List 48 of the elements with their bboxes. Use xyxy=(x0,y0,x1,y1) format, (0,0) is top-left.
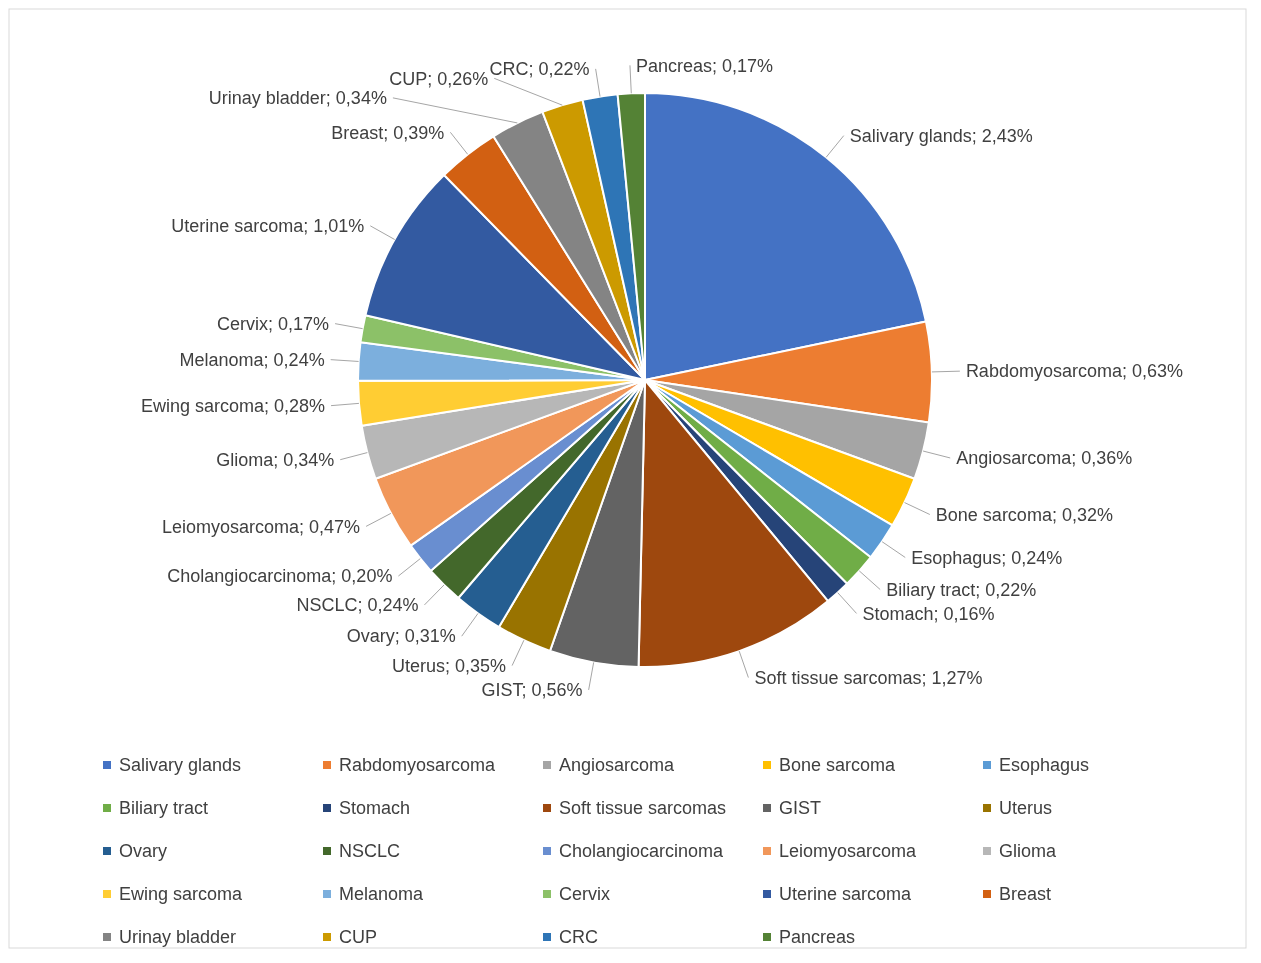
data-label: Cholangiocarcinoma; 0,20% xyxy=(167,566,393,587)
data-label: Biliary tract; 0,22% xyxy=(886,579,1037,600)
legend-label: CRC xyxy=(559,927,598,948)
legend-label: Stomach xyxy=(339,798,411,819)
legend-label: Cholangiocarcinoma xyxy=(559,841,725,862)
legend-label: Glioma xyxy=(999,841,1057,862)
legend-label: Uterine sarcoma xyxy=(779,884,913,905)
data-label: Angiosarcoma; 0,36% xyxy=(956,448,1133,469)
data-label: CUP; 0,26% xyxy=(389,68,489,89)
legend-label: Biliary tract xyxy=(119,798,209,819)
data-label: Ewing sarcoma; 0,28% xyxy=(140,395,326,416)
legend-label: Soft tissue sarcomas xyxy=(559,798,727,819)
legend-label: Melanoma xyxy=(339,884,425,905)
data-label: Glioma; 0,34% xyxy=(216,449,335,470)
legend-label: Leiomyosarcoma xyxy=(779,841,918,862)
data-label: Cervix; 0,17% xyxy=(217,313,330,334)
data-label: Bone sarcoma; 0,32% xyxy=(935,504,1113,525)
data-label: Salivary glands; 2,43% xyxy=(849,125,1033,146)
data-label: Pancreas; 0,17% xyxy=(635,55,774,76)
legend-label: Esophagus xyxy=(999,755,1090,776)
legend-label: NSCLC xyxy=(339,841,401,862)
legend-label: Ewing sarcoma xyxy=(119,884,244,905)
data-label: Rabdomyosarcoma; 0,63% xyxy=(965,361,1183,382)
data-label: Leiomyosarcoma; 0,47% xyxy=(161,516,361,537)
legend-label: Uterus xyxy=(999,798,1053,819)
data-label: NSCLC; 0,24% xyxy=(296,595,419,616)
data-label: Esophagus; 0,24% xyxy=(911,547,1063,568)
legend-label: Bone sarcoma xyxy=(779,755,897,776)
data-label: Uterine sarcoma; 1,01% xyxy=(171,216,365,237)
legend-label: Pancreas xyxy=(779,927,856,948)
legend-label: Ovary xyxy=(119,841,168,862)
data-label: Soft tissue sarcomas; 1,27% xyxy=(754,667,983,688)
data-label: Urinay bladder; 0,34% xyxy=(208,88,387,109)
legend-label: Urinay bladder xyxy=(119,927,237,948)
legend-label: Angiosarcoma xyxy=(559,755,676,776)
data-label: Breast; 0,39% xyxy=(331,122,445,143)
data-label: Melanoma; 0,24% xyxy=(179,349,325,370)
legend-label: Cervix xyxy=(559,884,611,905)
data-label: Uterus; 0,35% xyxy=(392,655,507,676)
data-label: Ovary; 0,31% xyxy=(346,626,456,647)
legend-label: Breast xyxy=(999,884,1052,905)
legend-label: Rabdomyosarcoma xyxy=(339,755,497,776)
data-label: CRC; 0,22% xyxy=(489,59,590,80)
legend-label: GIST xyxy=(779,798,822,819)
legend-label: Salivary glands xyxy=(119,755,242,776)
legend-label: CUP xyxy=(339,927,378,948)
data-label: GIST; 0,56% xyxy=(481,680,583,701)
data-label: Stomach; 0,16% xyxy=(862,603,995,624)
